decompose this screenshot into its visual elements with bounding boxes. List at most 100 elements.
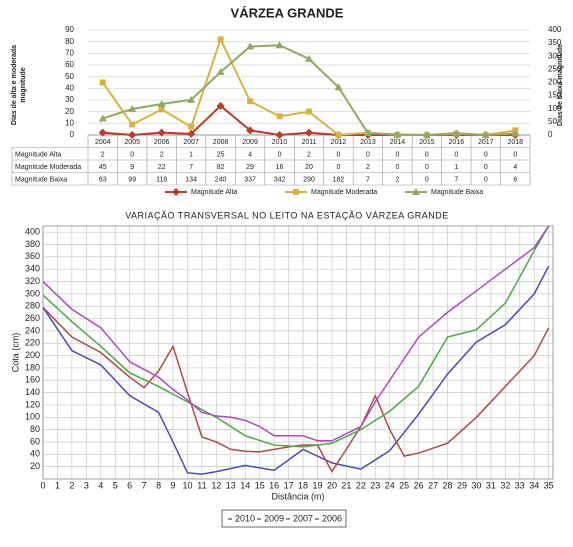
y-tick-label: 140 <box>25 387 40 397</box>
y-tick-label: 80 <box>30 424 40 434</box>
x-tick-label: 33 <box>515 480 525 490</box>
table-cell: 20 <box>305 164 313 171</box>
point <box>293 189 299 195</box>
y-tick-label: 20 <box>30 461 40 471</box>
table-cell: 25 <box>217 152 225 159</box>
table-cell: 0 <box>395 152 399 159</box>
y-axis-label: Dias de alta e moderada <box>11 45 18 125</box>
x-tick-label: 13 <box>226 480 236 490</box>
table-cell: 0 <box>425 177 429 184</box>
point <box>481 131 490 138</box>
point <box>98 128 107 137</box>
x-tick-label: 21 <box>341 480 351 490</box>
point <box>363 129 372 137</box>
table-cell: 16 <box>276 164 284 171</box>
x-tick-label: 14 <box>240 480 250 490</box>
table-cell: 2 <box>307 152 311 159</box>
table-cell: 4 <box>248 152 252 159</box>
table-cell: 0 <box>130 152 134 159</box>
x-tick-label: 17 <box>284 480 294 490</box>
table-cell: 63 <box>99 177 107 184</box>
y2-tick-label: 250 <box>548 64 562 73</box>
y-tick-label: 380 <box>25 239 40 249</box>
x-tick-label: 11 <box>197 480 206 490</box>
y-tick-label: 160 <box>25 375 40 385</box>
legend-label: 2010 <box>235 513 255 523</box>
table-row-label: Magnitude Alta <box>15 152 61 159</box>
series-line <box>42 225 550 448</box>
x-tick-label: 29 <box>457 480 467 490</box>
y-tick-label: 100 <box>25 412 40 422</box>
x-tick-label: 2017 <box>478 139 494 146</box>
x-tick-label: 2 <box>69 480 74 490</box>
y-tick-label: 220 <box>25 338 40 348</box>
y-tick-label: 40 <box>65 83 74 92</box>
y-tick-label: 80 <box>65 37 74 46</box>
x-tick-label: 12 <box>211 480 221 490</box>
x-tick-label: 28 <box>443 480 453 490</box>
point <box>246 42 255 50</box>
table-cell: 290 <box>303 177 315 184</box>
point <box>247 98 254 105</box>
y2-tick-label: 50 <box>548 117 557 126</box>
point <box>275 41 284 49</box>
x-tick-label: 27 <box>428 480 438 490</box>
y-tick-label: 260 <box>25 313 40 323</box>
y-tick-label: 90 <box>65 25 74 34</box>
table-cell: 0 <box>454 152 458 159</box>
x-tick-label: 2006 <box>154 139 170 146</box>
table-cell: 0 <box>337 164 341 171</box>
point <box>187 95 196 103</box>
x-tick-label: 34 <box>529 480 539 490</box>
x-tick-label: 10 <box>182 480 192 490</box>
x-tick-label: 22 <box>356 480 366 490</box>
y2-tick-label: 150 <box>548 91 562 100</box>
table-cell: 6 <box>513 177 517 184</box>
point <box>246 126 255 135</box>
y-axis-label: magnitude <box>20 67 27 102</box>
table-cell: 0 <box>513 152 517 159</box>
y-tick-label: 30 <box>65 95 74 104</box>
x-tick-label: 2009 <box>242 139 258 146</box>
y-tick-label: 320 <box>25 276 40 286</box>
x-tick-label: 20 <box>327 480 337 490</box>
x-tick-label: 1 <box>55 480 60 490</box>
x-tick-label: 2008 <box>213 139 229 146</box>
y-tick-label: 70 <box>65 48 74 57</box>
x-tick-label: 7 <box>142 480 147 490</box>
point <box>157 100 166 108</box>
table-cell: 0 <box>425 152 429 159</box>
y-tick-label: 120 <box>25 399 40 409</box>
x-tick-label: 19 <box>312 480 322 490</box>
y2-tick-label: 100 <box>548 104 562 113</box>
point <box>187 129 196 138</box>
point <box>305 128 313 137</box>
y2-axis-label: Dias de baixa magnitude <box>557 44 564 126</box>
y-tick-label: 50 <box>65 72 74 81</box>
point <box>216 68 225 75</box>
table-cell: 0 <box>278 152 282 159</box>
legend-label: 2007 <box>293 513 313 523</box>
table-cell: 337 <box>244 177 256 184</box>
y2-tick-label: 200 <box>548 78 562 87</box>
y-tick-label: 240 <box>25 325 40 335</box>
point <box>275 131 284 139</box>
table-cell: 0 <box>484 177 488 184</box>
point <box>393 130 402 138</box>
table-cell: 99 <box>128 177 136 184</box>
point <box>99 79 106 86</box>
table-cell: 240 <box>215 177 227 184</box>
y2-tick-label: 350 <box>548 38 562 47</box>
point <box>128 131 137 139</box>
x-tick-label: 2007 <box>183 139 199 146</box>
table-cell: 0 <box>337 152 341 159</box>
series-line <box>42 306 550 474</box>
x-tick-label: 35 <box>544 480 554 490</box>
plot-frame <box>42 225 554 480</box>
y-tick-label: 300 <box>25 288 40 298</box>
table-row-label: Magnitude Baixa <box>15 177 67 184</box>
x-tick-label: 2012 <box>331 139 347 146</box>
y-tick-label: 400 <box>25 227 40 237</box>
y-tick-label: 280 <box>25 301 40 311</box>
